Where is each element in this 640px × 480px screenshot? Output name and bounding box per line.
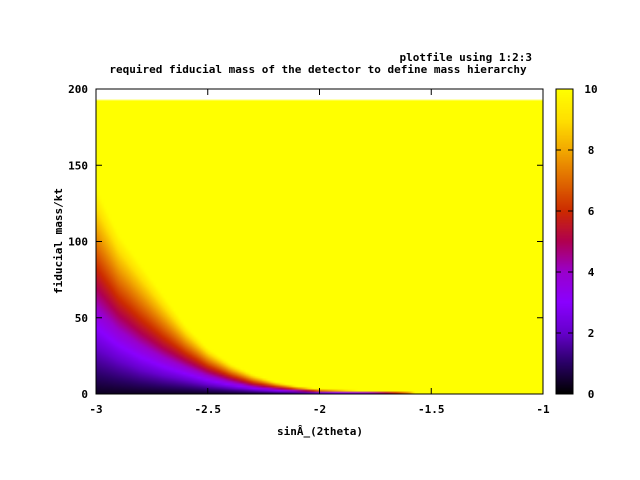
y-tick-label: 50 [75, 312, 88, 325]
colorbar-tick-label: 4 [588, 266, 595, 279]
heatmap-raster [96, 89, 543, 394]
y-axis-label: fiducial mass/kt [52, 188, 65, 294]
colorbar-frame [555, 88, 574, 395]
x-axis: -3 -2.5 -2 -1.5 -1 [89, 89, 550, 416]
colorbar-tick-label: 8 [588, 144, 595, 157]
chart-key-label: plotfile using 1:2:3 [400, 51, 532, 64]
colorbar-tick-label: 6 [588, 205, 595, 218]
x-tick-label: -1.5 [418, 403, 445, 416]
colorbar-tick-label: 10 [584, 83, 597, 96]
x-tick-label: -3 [89, 403, 102, 416]
y-tick-label: 200 [68, 83, 88, 96]
chart-title: required fiducial mass of the detector t… [109, 63, 527, 76]
colorbar-tick-label: 2 [588, 327, 595, 340]
x-axis-label: sinÂ_(2theta) [277, 425, 363, 438]
y-tick-label: 100 [68, 236, 88, 249]
colorbar-tick-label: 0 [588, 388, 595, 401]
colorbar-axis: 0 2 4 6 8 10 [556, 83, 598, 401]
heatmap-plot [95, 88, 544, 395]
y-axis: 0 50 100 150 200 [68, 83, 543, 401]
x-tick-label: -2 [313, 403, 326, 416]
y-tick-label: 0 [81, 388, 88, 401]
colorbar: 0 2 4 6 8 10 [555, 83, 598, 401]
colorbar-gradient [556, 89, 573, 394]
x-tick-label: -1 [536, 403, 550, 416]
x-tick-label: -2.5 [195, 403, 222, 416]
y-tick-label: 150 [68, 159, 88, 172]
